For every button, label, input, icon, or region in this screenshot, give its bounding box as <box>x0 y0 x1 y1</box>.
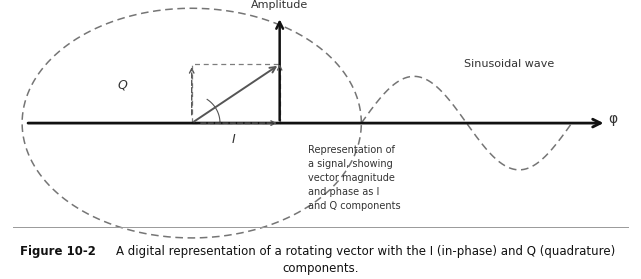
Text: I: I <box>232 133 236 146</box>
Text: Q: Q <box>118 78 128 91</box>
Text: components.: components. <box>282 261 359 275</box>
Text: Sinusoidal wave: Sinusoidal wave <box>464 59 554 69</box>
Text: Amplitude: Amplitude <box>251 0 308 10</box>
Text: φ: φ <box>608 112 617 126</box>
Text: A digital representation of a rotating vector with the I (in-phase) and Q (quadr: A digital representation of a rotating v… <box>117 245 615 258</box>
Text: Representation of
a signal, showing
vector magnitude
and phase as I
and Q compon: Representation of a signal, showing vect… <box>308 145 401 211</box>
Text: Figure 10-2: Figure 10-2 <box>21 245 96 258</box>
